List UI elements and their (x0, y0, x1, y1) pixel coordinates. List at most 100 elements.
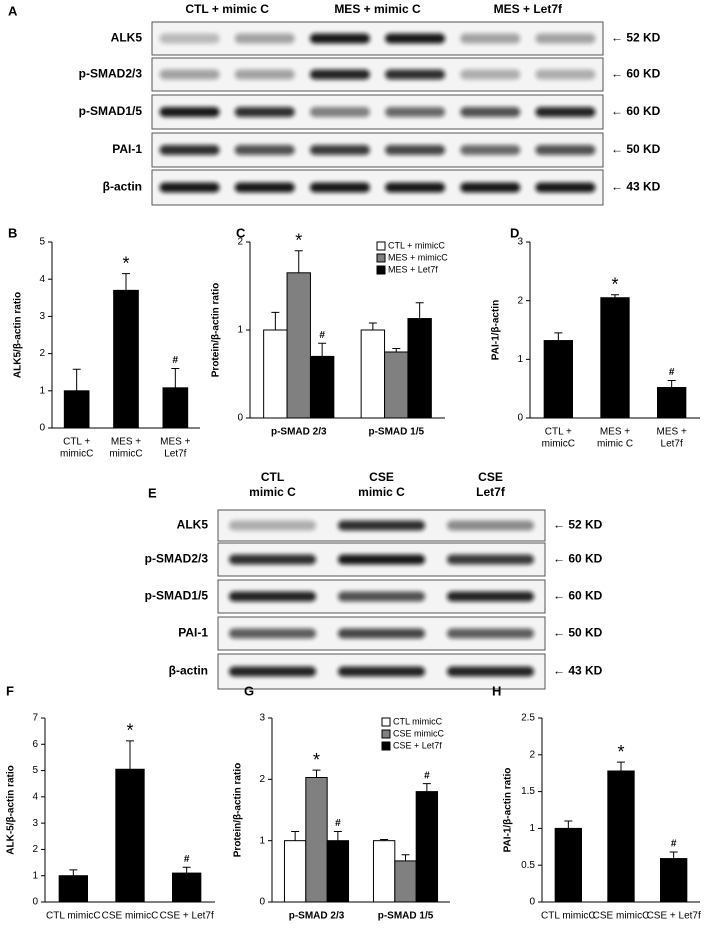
error-bar (318, 342, 327, 357)
blot-frame (151, 169, 604, 206)
blot-frame (151, 132, 604, 168)
x-tick-label: mimicC (60, 449, 93, 460)
legend-label: CSE mimicC (393, 728, 444, 738)
bar (554, 827, 583, 903)
legend-swatch (376, 241, 386, 251)
protein-label: ALK5 (111, 31, 143, 45)
blot-band (309, 69, 370, 80)
blot-band (337, 666, 426, 677)
bar (326, 840, 350, 903)
significance-marker: # (184, 854, 190, 865)
bar (660, 858, 688, 903)
blot-band (385, 69, 446, 80)
x-tick-label: Let7f (661, 439, 683, 450)
blot-band (460, 182, 521, 193)
size-label: ← 50 KD (611, 142, 661, 156)
bar (607, 770, 635, 903)
y-tick-label: 1 (517, 354, 523, 365)
blot-band (460, 107, 521, 117)
size-label: ← 52 KD (611, 31, 661, 45)
y-tick-label: 3 (517, 237, 523, 248)
x-tick-label: CSE mimicC (593, 911, 650, 922)
bar (657, 386, 687, 419)
panel-label: D (510, 225, 519, 240)
y-tick-label: 2 (237, 237, 243, 248)
x-tick-label: p-SMAD 1/5 (378, 911, 434, 922)
x-tick-label: CTL + (545, 427, 572, 438)
x-tick-label: MES + (111, 437, 141, 448)
y-tick-label: 3 (32, 818, 38, 829)
lane-header: mimic C (249, 485, 296, 499)
significance-marker: # (424, 770, 430, 781)
blot-band (228, 591, 317, 602)
blot-band (460, 145, 521, 155)
bar (600, 297, 630, 419)
blot-band (385, 182, 446, 193)
significance-marker: # (173, 355, 179, 366)
legend-label: CSE + Let7f (393, 740, 442, 750)
blot-band (309, 33, 370, 44)
error-bar (392, 347, 401, 352)
significance-marker: * (313, 750, 320, 770)
blot-band (535, 107, 596, 117)
y-tick-label: 5 (32, 765, 38, 776)
size-label: ← 52 KD (553, 518, 603, 532)
lane-header: mimic C (358, 485, 405, 499)
size-label: ← 60 KD (553, 552, 603, 566)
y-axis-label: Protein/β-actin ratio (211, 283, 222, 377)
blot-band (159, 182, 220, 193)
blot-band (385, 145, 446, 155)
x-tick-label: CTL + (63, 437, 90, 448)
x-tick-label: Let7f (164, 449, 186, 460)
legend-swatch (381, 729, 391, 739)
legend-swatch (376, 265, 386, 275)
blot-band (159, 107, 220, 117)
y-axis-label: ALK5/β-actin ratio (13, 292, 24, 378)
error-bar (380, 838, 389, 841)
x-tick-label: CTL mimicC (541, 911, 596, 922)
blot-band (234, 182, 295, 193)
blot-band (460, 69, 521, 80)
bar (263, 329, 288, 419)
x-tick-label: MES + (160, 437, 190, 448)
protein-label: β-actin (103, 180, 142, 194)
error-bar (333, 830, 342, 841)
significance-marker: # (669, 367, 675, 378)
bar (58, 875, 89, 903)
lane-header: MES + Let7f (494, 2, 563, 16)
lane-header: CSE (369, 470, 394, 484)
bar (360, 329, 386, 419)
blot-band (385, 107, 446, 117)
blot-band (309, 107, 370, 117)
protein-label: p-SMAD2/3 (79, 67, 143, 81)
x-tick-label: p-SMAD 2/3 (289, 911, 345, 922)
error-bar (401, 854, 410, 861)
significance-marker: * (126, 721, 133, 741)
y-tick-label: 2.5 (521, 713, 535, 724)
bar (407, 318, 432, 419)
protein-label: ALK5 (177, 518, 209, 532)
blot-band (460, 33, 521, 44)
blot-band (385, 33, 446, 44)
blot-band (337, 591, 426, 602)
blot-band (228, 628, 317, 639)
blot-band (228, 666, 317, 677)
x-tick-label: CSE + Let7f (647, 911, 701, 922)
significance-marker: * (295, 231, 302, 251)
blot-frame (151, 94, 604, 130)
y-axis-label: ALK-5/β-actin ratio (6, 765, 17, 854)
blot-band (337, 520, 426, 531)
y-axis-label: PAI-1/β-actin ratio (503, 768, 514, 853)
blot-band (159, 33, 220, 44)
y-tick-label: 3 (259, 713, 265, 724)
size-label: ← 60 KD (611, 67, 661, 81)
legend-label: MES + Let7f (388, 264, 438, 274)
error-bar (611, 294, 619, 298)
blot-band (309, 182, 370, 193)
legend-swatch (376, 253, 386, 263)
bar (172, 872, 202, 903)
y-tick-label: 2 (259, 774, 265, 785)
y-tick-label: 6 (32, 739, 38, 750)
error-bar (312, 769, 321, 778)
